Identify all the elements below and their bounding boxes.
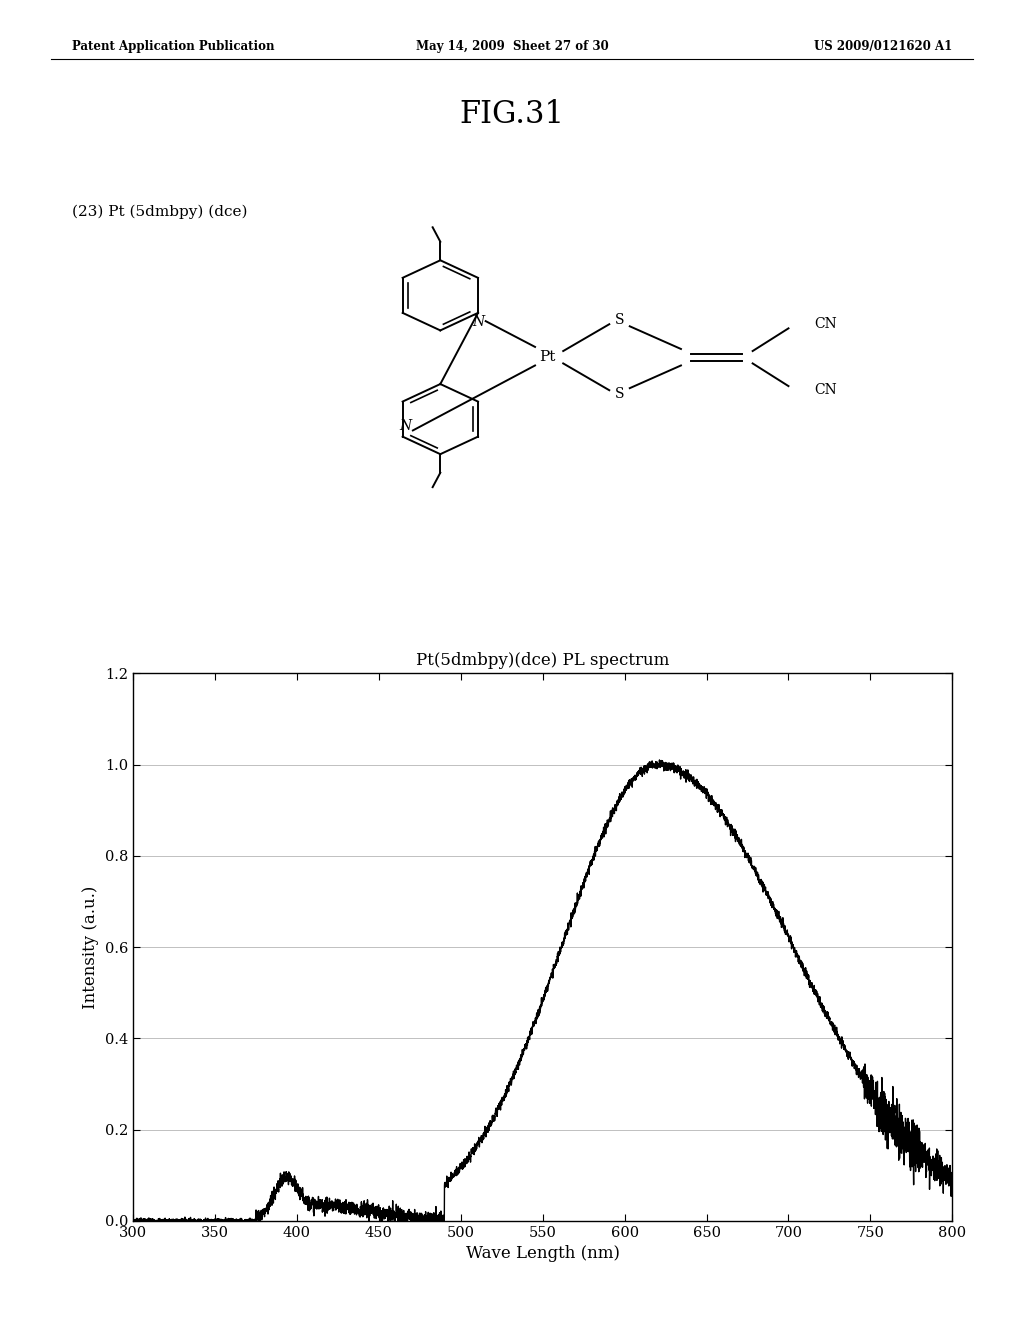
Title: Pt(5dmbpy)(dce) PL spectrum: Pt(5dmbpy)(dce) PL spectrum bbox=[416, 652, 670, 669]
Text: N: N bbox=[399, 418, 412, 433]
Text: N: N bbox=[472, 315, 484, 329]
Text: US 2009/0121620 A1: US 2009/0121620 A1 bbox=[814, 40, 952, 53]
Text: May 14, 2009  Sheet 27 of 30: May 14, 2009 Sheet 27 of 30 bbox=[416, 40, 608, 53]
Text: (23) Pt (5dmbpy) (dce): (23) Pt (5dmbpy) (dce) bbox=[72, 205, 247, 219]
Text: S: S bbox=[614, 387, 625, 401]
Y-axis label: Intensity (a.u.): Intensity (a.u.) bbox=[82, 886, 99, 1008]
X-axis label: Wave Length (nm): Wave Length (nm) bbox=[466, 1245, 620, 1262]
Text: CN: CN bbox=[814, 317, 837, 331]
Text: FIG.31: FIG.31 bbox=[460, 99, 564, 129]
Text: Pt: Pt bbox=[540, 350, 556, 364]
Text: Patent Application Publication: Patent Application Publication bbox=[72, 40, 274, 53]
Text: CN: CN bbox=[814, 383, 837, 397]
Text: S: S bbox=[614, 313, 625, 327]
